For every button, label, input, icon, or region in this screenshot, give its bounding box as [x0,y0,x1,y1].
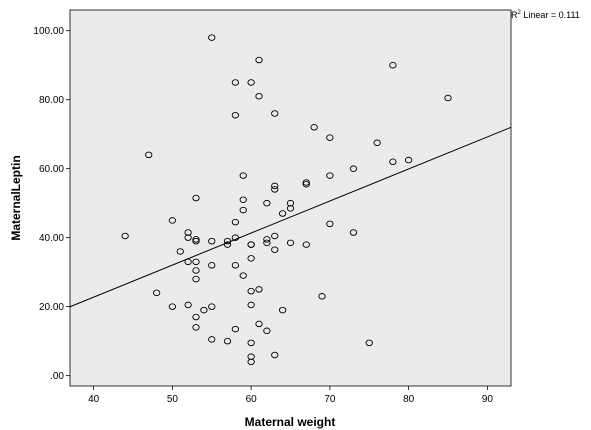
linear-fit-line [69,126,512,308]
data-point [271,186,279,193]
data-point [326,220,334,228]
data-point [208,262,216,269]
data-point [302,241,310,248]
y-tick-label: 100.00 [33,26,64,37]
data-point [223,241,232,248]
data-point [168,303,177,310]
data-point [263,236,271,243]
y-tick-label: .00 [50,371,64,382]
data-point [231,325,240,333]
data-point [326,134,334,141]
data-point [271,182,279,190]
data-point [223,337,232,345]
data-point [271,110,279,117]
data-point [168,217,177,224]
data-point [176,248,184,255]
r2-superscript: 2 [518,10,522,16]
x-tick-label: 70 [324,394,336,405]
data-point [184,258,192,266]
data-point [389,61,397,69]
y-tick-label: 80.00 [39,95,64,106]
r2-prefix: R [511,10,518,20]
data-point [192,237,200,245]
data-point [263,199,271,207]
x-axis: 40 50 60 70 80 90 [88,386,493,405]
data-point [192,275,200,283]
x-tick-label: 60 [246,394,258,405]
data-point [247,358,255,366]
data-point [310,124,318,131]
data-point [349,229,358,236]
y-axis-title: MaternalLeptin [9,155,23,240]
data-point [239,196,247,203]
data-point [192,194,200,202]
data-point [247,339,255,347]
x-axis-title: Maternal weight [245,415,336,429]
data-point [208,336,216,343]
data-point [184,301,192,309]
data-point [278,210,287,217]
y-tick-label: 20.00 [39,302,64,313]
data-point [247,255,255,262]
data-point [239,206,247,214]
data-point [247,301,255,309]
data-point [184,234,192,241]
data-point [389,158,397,166]
data-point [192,258,200,266]
data-point [318,293,326,300]
data-point [231,111,240,119]
data-point [247,241,255,248]
data-point [278,306,287,314]
data-point [200,306,208,314]
data-point [286,239,295,247]
data-point [271,232,279,240]
data-point [255,92,263,100]
scatter-points [121,34,452,366]
data-point [223,237,232,245]
data-point [239,172,247,179]
data-point [208,303,216,310]
r2-value: Linear = 0.111 [521,10,580,20]
r2-label: R2 Linear = 0.111 [511,10,580,20]
data-point [255,286,263,293]
data-point [152,289,161,297]
y-tick-label: 40.00 [39,233,64,244]
data-point [373,139,381,147]
data-point [255,56,263,64]
data-point [263,239,271,247]
data-point [208,34,216,41]
data-point [231,79,240,86]
data-point [208,237,216,245]
data-point [192,324,200,331]
data-point [286,205,295,212]
y-tick-label: 60.00 [39,164,64,175]
data-point [349,165,358,172]
data-point [271,351,279,359]
data-point [192,313,200,321]
x-tick-label: 40 [88,394,100,405]
data-point [231,218,240,226]
data-point [271,246,279,253]
data-point [404,156,413,164]
data-point [145,151,153,159]
x-tick-label: 80 [403,394,415,405]
data-point [302,180,310,188]
data-point [231,234,240,241]
y-axis: .00 20.00 40.00 60.00 80.00 100.00 [33,26,70,382]
data-point [326,172,334,179]
data-point [255,320,263,328]
plot-area [69,9,512,387]
data-point [247,287,255,295]
data-point [247,79,255,86]
data-point [231,262,240,269]
data-point [192,267,200,274]
data-point [444,94,452,102]
x-tick-label: 90 [482,394,494,405]
x-tick-label: 50 [167,394,179,405]
data-point [239,272,247,279]
data-point [121,232,129,240]
data-point [263,327,271,335]
data-point [365,339,373,347]
